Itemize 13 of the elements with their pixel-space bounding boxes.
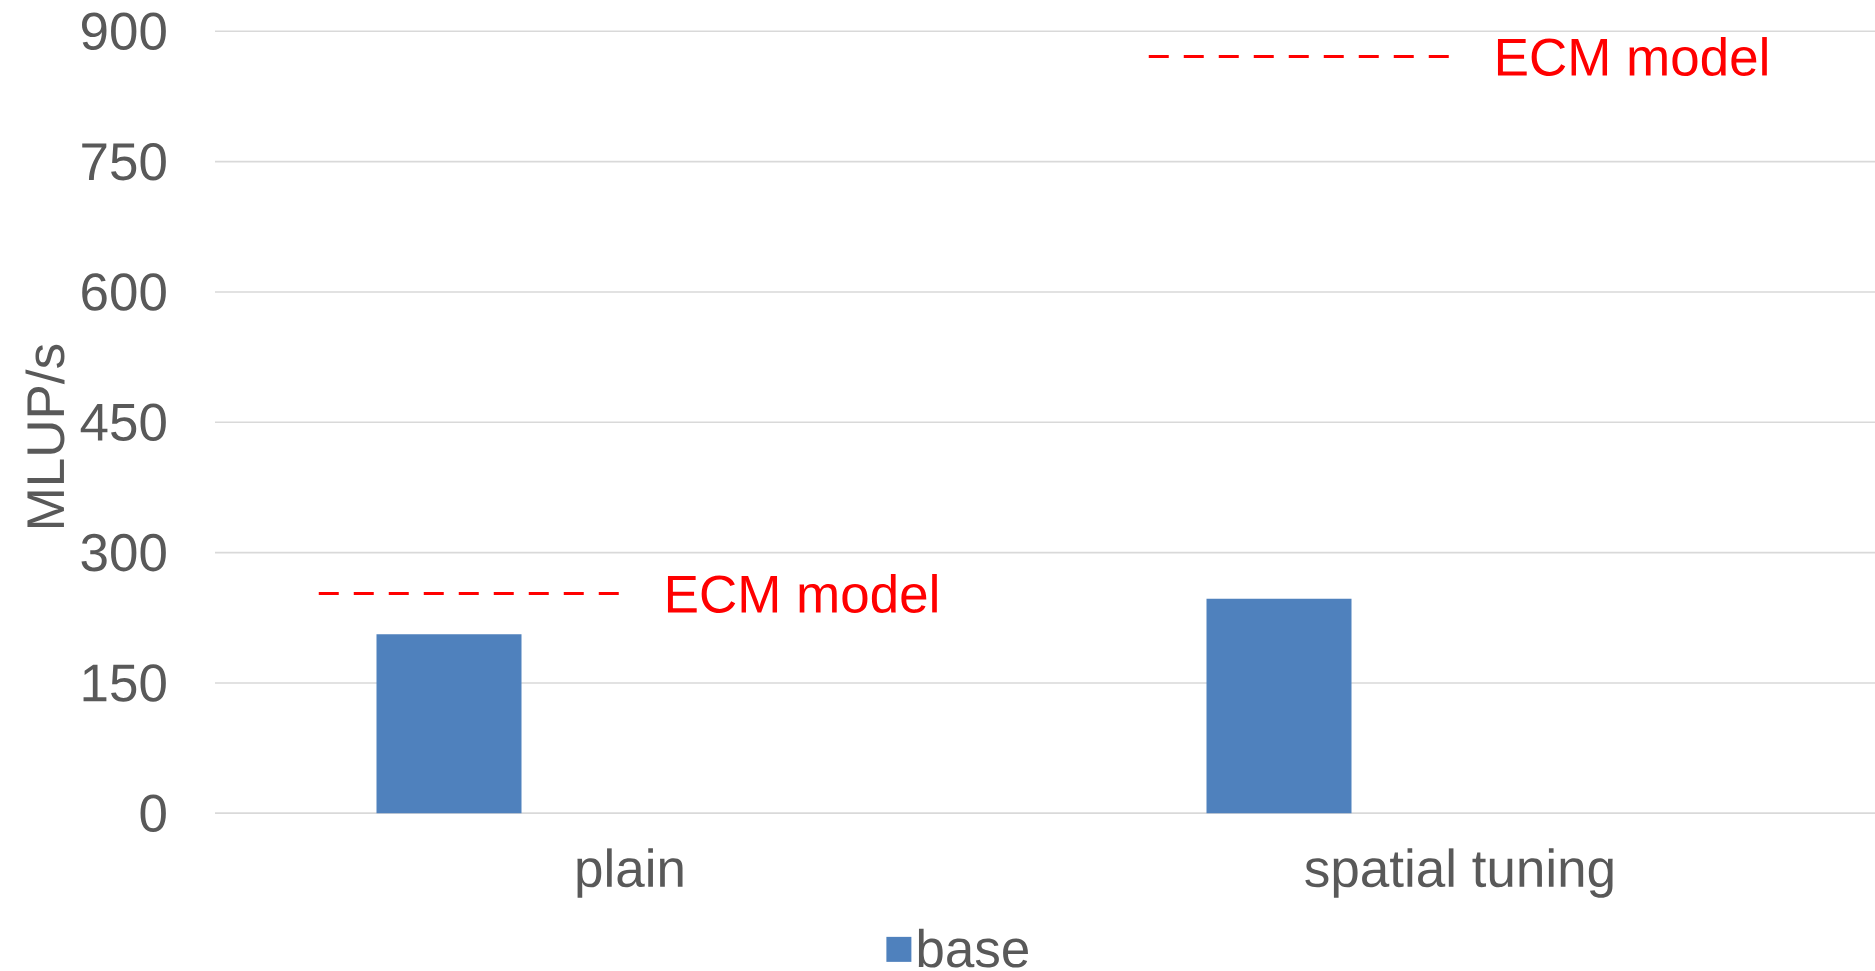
y-tick-label: 750: [82, 142, 166, 181]
y-axis-title: MLUP/s: [25, 344, 65, 528]
ref-line-label: ECM model: [1497, 37, 1767, 76]
x-tick-label: plain: [577, 848, 683, 898]
y-tick-label: 0: [140, 794, 166, 833]
y-tick-label: 450: [80, 403, 166, 442]
ref-line-label: ECM model: [667, 574, 937, 613]
y-tick-label: 150: [83, 664, 166, 702]
legend-label: base: [918, 928, 1028, 968]
x-tick-label: spatial tuning: [1305, 848, 1613, 898]
y-tick-label: 900: [81, 12, 166, 51]
y-tick-label: 600: [82, 273, 166, 311]
y-tick-label: 300: [81, 533, 166, 572]
